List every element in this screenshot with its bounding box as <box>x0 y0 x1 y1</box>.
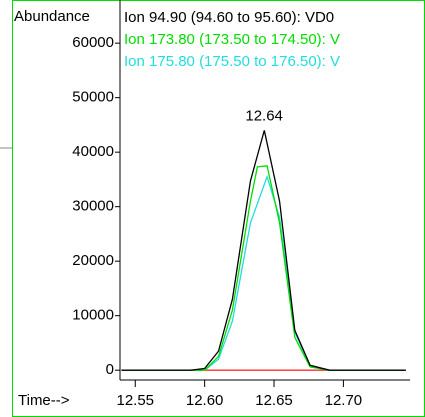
y-tick-label: 0 <box>106 361 114 378</box>
series-line <box>121 174 406 371</box>
y-tick-label: 30000 <box>72 198 114 215</box>
legend-entry: Ion 94.90 (94.60 to 95.60): VD0 <box>124 9 334 26</box>
y-tick-label: 50000 <box>72 89 114 106</box>
x-tick-label: 12.55 <box>116 392 154 409</box>
series-line <box>121 130 406 371</box>
y-tick-label: 60000 <box>72 34 114 51</box>
series-line <box>121 165 406 371</box>
x-tick-label: 12.65 <box>255 392 293 409</box>
y-axis-label: Abundance <box>14 8 90 25</box>
peak-label: 12.64 <box>245 107 283 124</box>
x-axis-label: Time--> <box>18 392 70 409</box>
y-tick-label: 10000 <box>72 307 114 324</box>
legend-entry: Ion 175.80 (175.50 to 176.50): V <box>124 53 340 70</box>
legend-entry: Ion 173.80 (173.50 to 174.50): V <box>124 31 340 48</box>
x-tick-label: 12.60 <box>186 392 224 409</box>
y-tick-label: 40000 <box>72 143 114 160</box>
x-tick-label: 12.70 <box>325 392 363 409</box>
y-tick-label: 20000 <box>72 252 114 269</box>
